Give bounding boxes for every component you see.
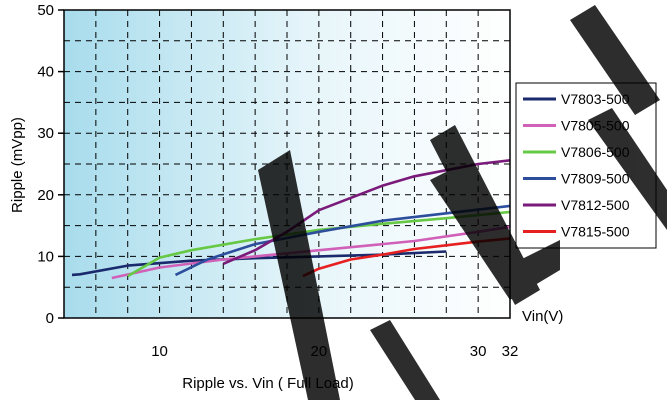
- y-tick-label: 30: [37, 125, 54, 142]
- y-tick-label: 50: [37, 2, 54, 19]
- y-tick-label: 10: [37, 248, 54, 265]
- y-tick-label: 20: [37, 187, 54, 204]
- y-tick-label: 40: [37, 64, 54, 81]
- watermark: [258, 5, 667, 400]
- plot-frame: [63, 9, 511, 319]
- y-axis-label: Ripple (mVpp): [9, 117, 26, 213]
- legend-entry: V7815-500: [561, 224, 630, 240]
- legend-entry: V7803-500: [561, 91, 630, 107]
- x-tick-label: 32: [502, 343, 519, 360]
- x-axis-label: Vin(V): [522, 308, 563, 325]
- x-tick-label: 10: [151, 343, 168, 360]
- y-tick-label: 0: [46, 310, 54, 327]
- series-line-v7809-500: [174, 204, 511, 277]
- x-tick-label: 30: [470, 343, 487, 360]
- legend-entry: V7812-500: [561, 197, 630, 213]
- legend-entry: V7809-500: [561, 171, 630, 187]
